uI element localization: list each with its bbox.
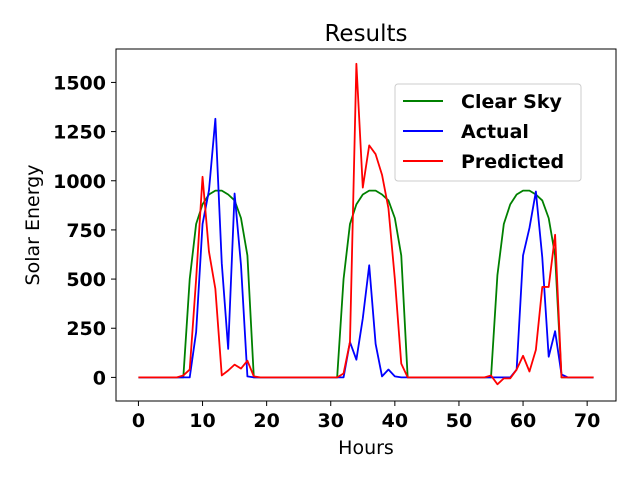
legend-label: Clear Sky <box>461 91 562 113</box>
y-tick-label: 250 <box>66 318 106 340</box>
y-tick-label: 1250 <box>53 122 106 144</box>
series-line-actual <box>138 117 594 379</box>
y-tick-label: 1500 <box>53 72 106 94</box>
x-axis-label: Hours <box>338 437 394 459</box>
series-line-clear-sky <box>138 189 594 379</box>
x-tick-label: 40 <box>382 410 408 432</box>
y-tick-label: 750 <box>66 220 106 242</box>
legend: Clear Sky Actual Predicted <box>394 83 582 182</box>
legend-label: Actual <box>461 121 529 143</box>
legend-box <box>394 83 582 182</box>
series-layer <box>138 62 594 386</box>
y-tick-label: 1000 <box>53 171 106 193</box>
x-tick-label: 60 <box>510 410 536 432</box>
x-tick-label: 20 <box>253 410 279 432</box>
x-tick-label: 70 <box>574 410 600 432</box>
y-axis-label: Solar Energy <box>22 165 44 286</box>
chart-title: Results <box>324 21 407 47</box>
x-tick-label: 10 <box>189 410 215 432</box>
x-tick-label: 30 <box>318 410 344 432</box>
x-tick-label: 50 <box>446 410 472 432</box>
y-axis: 0 250 500 750 1000 1250 1500 <box>53 72 116 389</box>
y-tick-label: 500 <box>66 269 106 291</box>
legend-label: Predicted <box>461 151 564 173</box>
y-tick-label: 0 <box>93 367 106 389</box>
x-axis: 0 10 20 30 40 50 60 70 <box>132 401 600 432</box>
plot-frame <box>115 48 617 402</box>
series-line-predicted <box>138 62 594 386</box>
x-tick-label: 0 <box>132 410 145 432</box>
